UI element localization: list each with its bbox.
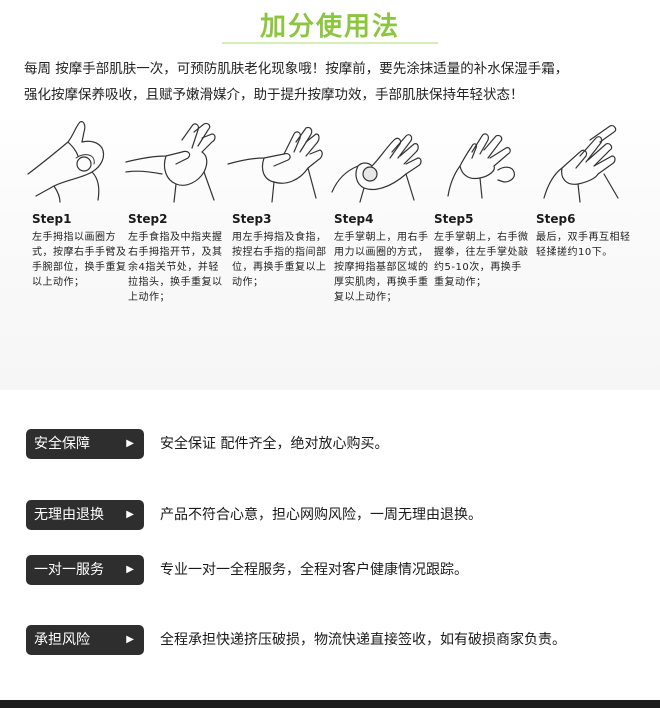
- feature-badge-label: 承担风险: [34, 632, 90, 648]
- feature-badge: 无理由退换 ▶: [26, 500, 144, 530]
- feature-text: 产品不符合心意，担心网购风险，一周无理由退换。: [160, 507, 482, 523]
- step-label: Step1: [32, 212, 72, 226]
- hand-illustration-1-icon: [27, 121, 105, 203]
- intro-line-1: 每周 按摩手部肌肤一次，可预防肌肤老化现象哦！按摩前，要先涂抹适量的补水保湿手霜…: [24, 61, 569, 77]
- feature-badge-label: 安全保障: [34, 436, 90, 452]
- page-title: 加分使用法: [259, 12, 400, 42]
- feature-text: 专业一对一全程服务，全程对客户健康情况跟踪。: [160, 562, 468, 578]
- title-underline: [222, 42, 438, 44]
- step-description: 最后，双手再互相轻轻揉搓约10下。: [536, 232, 631, 258]
- step-label: Step6: [536, 212, 576, 226]
- step-1: Step1 左手拇指以画圈方式，按摩右手手臂及手腕部位，换手重复以上动作；: [26, 112, 130, 290]
- feature-text: 全程承担快递挤压破损，物流快递直接签收，如有破损商家负责。: [160, 632, 566, 648]
- feature-service: 一对一服务 ▶ 专业一对一全程服务，全程对客户健康情况跟踪。: [26, 555, 646, 585]
- arrow-right-icon: ▶: [126, 564, 134, 575]
- step-3: Step3 用左手拇指及食指，按捏右手指的指间部位，再换手重复以上动作；: [226, 112, 330, 290]
- feature-safety: 安全保障 ▶ 安全保证 配件齐全，绝对放心购买。: [26, 429, 646, 459]
- hand-illustration-6-icon: [543, 125, 619, 203]
- hand-illustration-5-icon: [447, 133, 515, 199]
- hand-illustration-3-icon: [227, 126, 323, 203]
- feature-badge: 安全保障 ▶: [26, 429, 144, 459]
- arrow-right-icon: ▶: [126, 634, 134, 645]
- step-label: Step2: [128, 212, 168, 226]
- step-2: Step2 左手食指及中指夹握右手拇指开节，及其余4指关节处，并轻拉指头，换手重…: [122, 112, 226, 305]
- arrow-right-icon: ▶: [126, 438, 134, 449]
- feature-badge-label: 无理由退换: [34, 507, 104, 523]
- step-description: 左手拇指以画圈方式，按摩右手手臂及手腕部位，换手重复以上动作；: [32, 232, 127, 288]
- hand-illustration-4-icon: [331, 134, 422, 203]
- step-description: 左手掌朝上，用右手用力以画圈的方式，按摩拇指基部区域的厚实肌肉，再换手重复以上动…: [334, 232, 429, 303]
- steps-panel: Step1 左手拇指以画圈方式，按摩右手手臂及手腕部位，换手重复以上动作； St…: [0, 112, 660, 390]
- step-6: Step6 最后，双手再互相轻轻揉搓约10下。: [530, 112, 634, 260]
- hand-illustration-2-icon: [125, 122, 216, 203]
- step-label: Step3: [232, 212, 272, 226]
- bottom-bar: [0, 700, 660, 708]
- feature-badge-label: 一对一服务: [34, 562, 104, 578]
- step-description: 用左手拇指及食指，按捏右手指的指间部位，再换手重复以上动作；: [232, 232, 327, 288]
- step-4: Step4 左手掌朝上，用右手用力以画圈的方式，按摩拇指基部区域的厚实肌肉，再换…: [328, 112, 432, 305]
- step-label: Step4: [334, 212, 374, 226]
- intro-text: 每周 按摩手部肌肤一次，可预防肌肤老化现象哦！按摩前，要先涂抹适量的补水保湿手霜…: [24, 56, 644, 108]
- feature-badge: 一对一服务 ▶: [26, 555, 144, 585]
- intro-line-2: 强化按摩保养吸收，且赋予嫩滑媒介，助于提升按摩功效，手部肌肤保持年轻状态！: [24, 87, 524, 103]
- step-description: 左手食指及中指夹握右手拇指开节，及其余4指关节处，并轻拉指头，换手重复以上动作；: [128, 232, 223, 303]
- feature-badge: 承担风险 ▶: [26, 625, 144, 655]
- step-description: 左手掌朝上，右手微握拳，往左手掌处敲约5-10次，再换手重复动作；: [434, 232, 529, 288]
- step-5: Step5 左手掌朝上，右手微握拳，往左手掌处敲约5-10次，再换手重复动作；: [428, 112, 532, 290]
- step-label: Step5: [434, 212, 474, 226]
- feature-risk: 承担风险 ▶ 全程承担快递挤压破损，物流快递直接签收，如有破损商家负责。: [26, 625, 646, 655]
- feature-return: 无理由退换 ▶ 产品不符合心意，担心网购风险，一周无理由退换。: [26, 500, 646, 530]
- arrow-right-icon: ▶: [126, 509, 134, 520]
- feature-text: 安全保证 配件齐全，绝对放心购买。: [160, 436, 389, 452]
